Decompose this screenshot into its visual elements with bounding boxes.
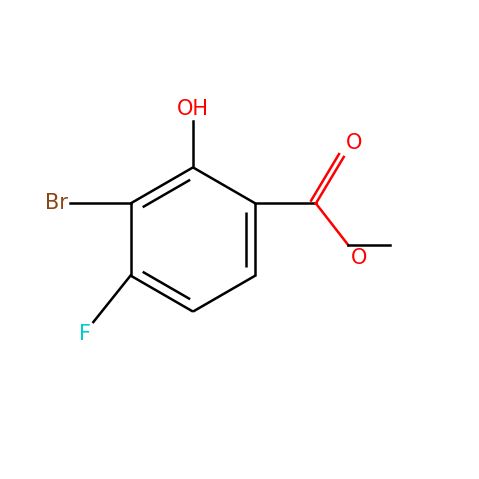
Text: OH: OH [177, 99, 209, 119]
Text: O: O [346, 133, 363, 153]
Text: O: O [351, 248, 367, 268]
Text: Br: Br [45, 194, 68, 214]
Text: F: F [79, 324, 91, 344]
